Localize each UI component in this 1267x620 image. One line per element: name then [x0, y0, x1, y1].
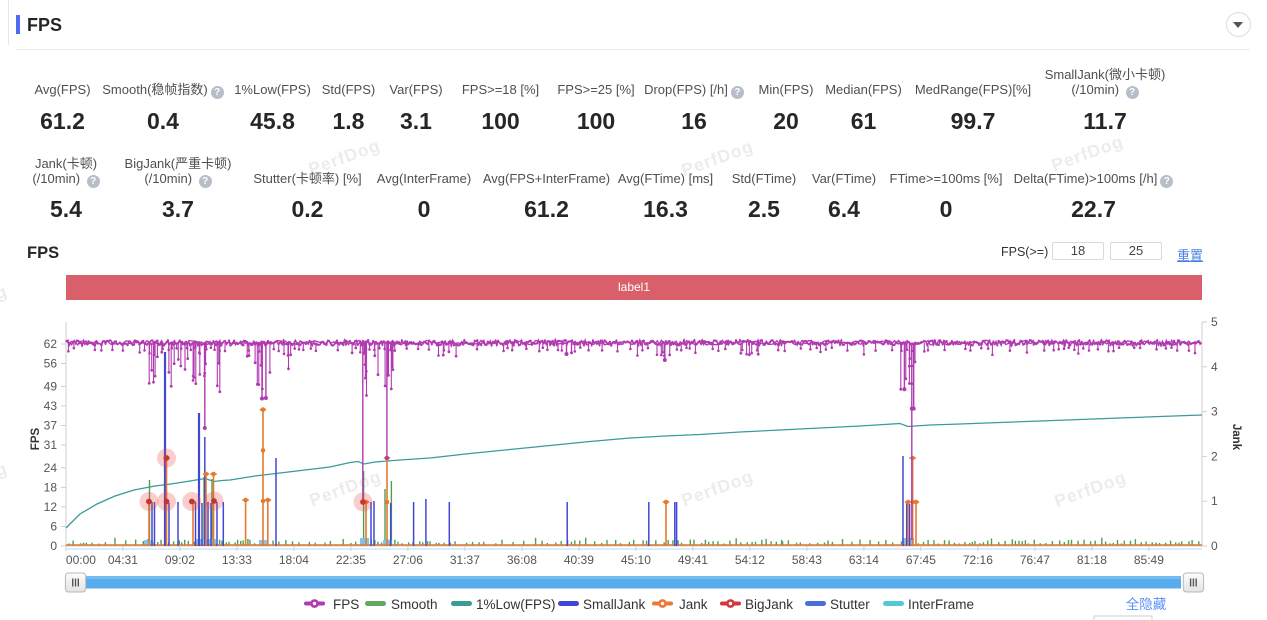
svg-text:85:49: 85:49 — [1134, 553, 1164, 567]
svg-text:Stutter: Stutter — [830, 597, 870, 612]
svg-text:36:08: 36:08 — [507, 553, 537, 567]
svg-text:27:06: 27:06 — [393, 553, 423, 567]
svg-text:49: 49 — [44, 379, 58, 393]
svg-text:09:02: 09:02 — [165, 553, 195, 567]
svg-text:0: 0 — [50, 539, 57, 553]
svg-text:63:14: 63:14 — [849, 553, 879, 567]
svg-text:24: 24 — [44, 461, 58, 475]
svg-text:31: 31 — [44, 438, 58, 452]
svg-text:InterFrame: InterFrame — [908, 597, 974, 612]
svg-text:58:43: 58:43 — [792, 553, 822, 567]
svg-text:72:16: 72:16 — [963, 553, 993, 567]
svg-text:62: 62 — [44, 337, 58, 351]
svg-text:6: 6 — [50, 520, 57, 534]
svg-text:13:33: 13:33 — [222, 553, 252, 567]
svg-text:37: 37 — [44, 419, 58, 433]
svg-text:Jank: Jank — [679, 597, 708, 612]
svg-text:FPS: FPS — [333, 597, 359, 612]
svg-text:全隐藏: 全隐藏 — [1126, 596, 1167, 612]
svg-text:1: 1 — [1211, 494, 1218, 508]
svg-text:45:10: 45:10 — [621, 553, 651, 567]
svg-text:18:04: 18:04 — [279, 553, 309, 567]
svg-text:Smooth: Smooth — [391, 597, 438, 612]
svg-text:31:37: 31:37 — [450, 553, 480, 567]
svg-text:76:47: 76:47 — [1020, 553, 1050, 567]
svg-text:Jank: Jank — [1230, 424, 1242, 451]
svg-text:FPS: FPS — [30, 427, 42, 450]
svg-text:0: 0 — [1211, 539, 1218, 553]
svg-text:2: 2 — [1211, 449, 1218, 463]
svg-text:00:00: 00:00 — [66, 553, 96, 567]
svg-text:04:31: 04:31 — [108, 553, 138, 567]
svg-text:49:41: 49:41 — [678, 553, 708, 567]
svg-text:56: 56 — [44, 357, 58, 371]
svg-text:3: 3 — [1211, 405, 1218, 419]
svg-text:40:39: 40:39 — [564, 553, 594, 567]
svg-text:18: 18 — [44, 480, 58, 494]
svg-text:43: 43 — [44, 399, 58, 413]
svg-text:81:18: 81:18 — [1077, 553, 1107, 567]
svg-text:67:45: 67:45 — [906, 553, 936, 567]
svg-text:4: 4 — [1211, 360, 1218, 374]
svg-text:12: 12 — [44, 500, 58, 514]
svg-text:22:35: 22:35 — [336, 553, 366, 567]
svg-text:1%Low(FPS): 1%Low(FPS) — [476, 597, 556, 612]
svg-text:SmallJank: SmallJank — [583, 597, 646, 612]
svg-text:54:12: 54:12 — [735, 553, 765, 567]
svg-text:BigJank: BigJank — [745, 597, 793, 612]
svg-text:5: 5 — [1211, 315, 1218, 329]
